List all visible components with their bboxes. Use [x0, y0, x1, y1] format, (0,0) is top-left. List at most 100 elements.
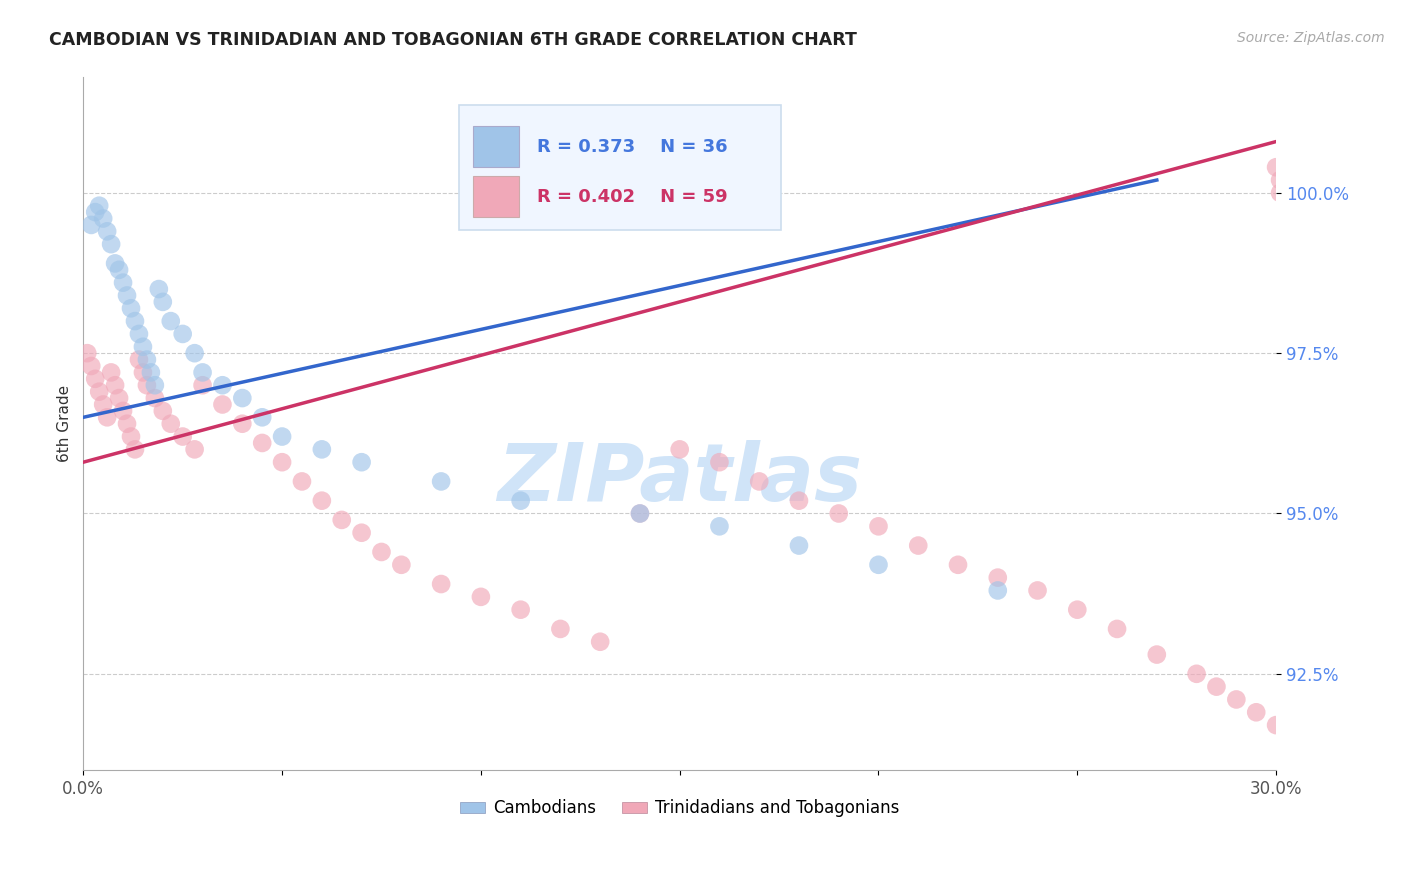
FancyBboxPatch shape [458, 105, 782, 230]
Point [231, 391, 253, 405]
Point [250, 410, 273, 425]
Text: R = 0.373    N = 36: R = 0.373 N = 36 [537, 137, 727, 156]
Text: Source: ZipAtlas.com: Source: ZipAtlas.com [1237, 31, 1385, 45]
Point [191, 378, 214, 392]
Point [152, 404, 174, 418]
Point [1244, 706, 1267, 720]
Point [1146, 648, 1168, 662]
Point [1265, 160, 1288, 174]
Point [183, 442, 205, 457]
Point [143, 378, 166, 392]
Y-axis label: 6th Grade: 6th Grade [58, 385, 72, 462]
Point [430, 475, 453, 489]
Point [132, 340, 155, 354]
Point [1026, 583, 1049, 598]
Point [183, 346, 205, 360]
Point [120, 429, 142, 443]
Point [76, 346, 98, 360]
Point [112, 404, 135, 418]
Point [84, 205, 107, 219]
Point [211, 397, 233, 411]
Point [148, 282, 170, 296]
Point [139, 366, 162, 380]
Point [1265, 718, 1288, 732]
Point [115, 288, 138, 302]
Point [159, 314, 181, 328]
Point [135, 352, 157, 367]
Point [271, 429, 294, 443]
Point [787, 539, 810, 553]
Point [132, 366, 155, 380]
Point [946, 558, 969, 572]
Point [311, 442, 333, 457]
Point [124, 442, 146, 457]
Point [271, 455, 294, 469]
Point [91, 211, 114, 226]
Point [709, 455, 731, 469]
Point [108, 391, 131, 405]
Point [1105, 622, 1128, 636]
Point [748, 475, 770, 489]
Point [668, 442, 690, 457]
Point [96, 224, 118, 238]
Point [787, 493, 810, 508]
Point [470, 590, 492, 604]
Point [143, 391, 166, 405]
Point [152, 294, 174, 309]
Point [115, 417, 138, 431]
FancyBboxPatch shape [474, 176, 519, 218]
Point [389, 558, 412, 572]
Point [1066, 603, 1088, 617]
Legend: Cambodians, Trinidadians and Tobagonians: Cambodians, Trinidadians and Tobagonians [454, 793, 905, 824]
Point [112, 276, 135, 290]
Text: R = 0.402    N = 59: R = 0.402 N = 59 [537, 187, 727, 205]
Point [1205, 680, 1227, 694]
Point [120, 301, 142, 316]
Point [828, 507, 851, 521]
Point [91, 397, 114, 411]
Point [550, 622, 572, 636]
Point [987, 571, 1010, 585]
Point [1268, 186, 1291, 200]
Point [89, 384, 111, 399]
Point [250, 436, 273, 450]
Point [868, 558, 890, 572]
Point [291, 475, 314, 489]
Point [80, 359, 103, 373]
Point [104, 378, 127, 392]
Point [1225, 692, 1247, 706]
Point [135, 378, 157, 392]
Point [868, 519, 890, 533]
Point [509, 603, 531, 617]
Point [104, 256, 127, 270]
Point [589, 634, 612, 648]
Point [100, 237, 122, 252]
Point [124, 314, 146, 328]
Point [96, 410, 118, 425]
Point [100, 366, 122, 380]
Point [1268, 173, 1291, 187]
Point [509, 493, 531, 508]
Point [628, 507, 651, 521]
Point [211, 378, 233, 392]
Point [84, 372, 107, 386]
Point [628, 507, 651, 521]
Point [709, 519, 731, 533]
Text: ZIPatlas: ZIPatlas [498, 440, 862, 518]
Point [159, 417, 181, 431]
Point [231, 417, 253, 431]
Point [987, 583, 1010, 598]
FancyBboxPatch shape [474, 126, 519, 168]
Point [191, 366, 214, 380]
Point [80, 218, 103, 232]
Point [128, 326, 150, 341]
Point [128, 352, 150, 367]
Point [430, 577, 453, 591]
Point [907, 539, 929, 553]
Text: CAMBODIAN VS TRINIDADIAN AND TOBAGONIAN 6TH GRADE CORRELATION CHART: CAMBODIAN VS TRINIDADIAN AND TOBAGONIAN … [49, 31, 858, 49]
Point [350, 525, 373, 540]
Point [172, 326, 194, 341]
Point [311, 493, 333, 508]
Point [172, 429, 194, 443]
Point [350, 455, 373, 469]
